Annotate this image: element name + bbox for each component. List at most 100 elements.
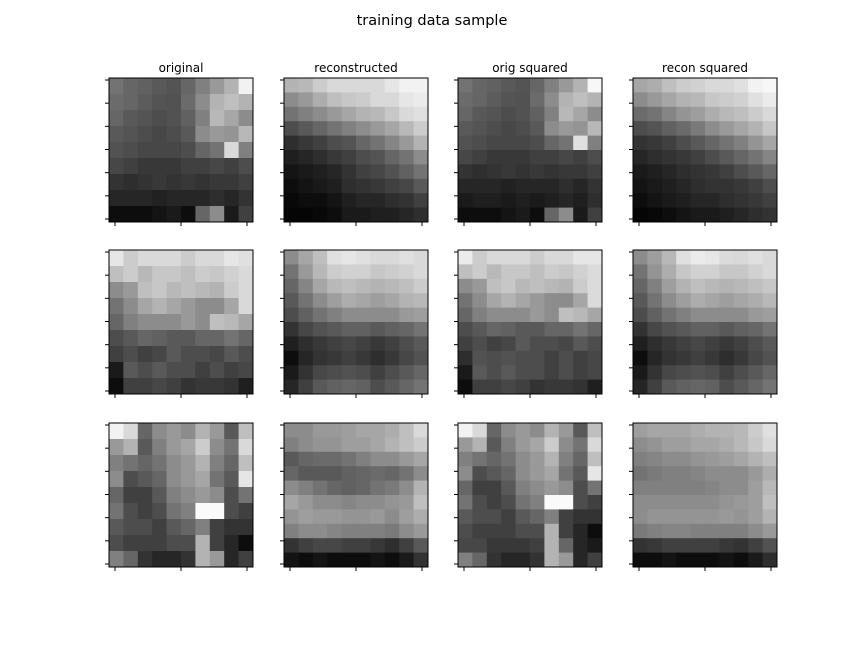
heatmap-cell (633, 92, 648, 108)
heatmap-cell (181, 158, 196, 175)
heatmap-cell (762, 480, 778, 496)
heatmap-cell (676, 106, 691, 122)
heatmap-cell (472, 495, 488, 510)
heatmap-cell (123, 378, 139, 395)
heatmap-cell (633, 307, 648, 323)
heatmap-cell (486, 135, 502, 151)
heatmap-cell (181, 78, 196, 95)
heatmap-cell (501, 437, 516, 453)
heatmap-cell (152, 282, 167, 299)
heatmap-cell (284, 509, 299, 525)
heatmap-cell (733, 379, 749, 395)
heatmap-cell (181, 423, 196, 440)
heatmap-cell (515, 278, 531, 294)
heatmap-cell (284, 538, 299, 553)
heatmap-cell (748, 379, 763, 395)
heatmap-cell (298, 350, 314, 366)
heatmap-cell (558, 480, 574, 496)
heatmap-cell (486, 379, 502, 395)
heatmap-cell (558, 278, 574, 294)
heatmap-cell (558, 538, 574, 553)
heatmap-cell (224, 378, 239, 395)
heatmap-cell (472, 278, 488, 294)
heatmap-cell (501, 480, 516, 496)
heatmap-cell (413, 552, 429, 568)
heatmap-cell (544, 78, 560, 93)
heatmap-cell (123, 250, 139, 267)
heatmap-cell (501, 150, 516, 165)
heatmap-cell (238, 126, 254, 143)
heatmap-cell (544, 480, 560, 496)
heatmap-cell (284, 207, 299, 223)
heatmap-cell (109, 439, 124, 456)
heatmap-cell (195, 206, 211, 223)
heatmap-cell (298, 264, 314, 280)
heatmap-cell (384, 437, 400, 453)
heatmap-cell (166, 282, 182, 299)
heatmap-cell (587, 480, 603, 496)
heatmap-cell (472, 451, 488, 467)
heatmap-cell (224, 142, 239, 159)
heatmap-cell (472, 509, 488, 525)
heatmap-cell (573, 106, 588, 122)
heatmap-cell (238, 519, 254, 536)
heatmap-cell (356, 135, 371, 151)
heatmap-cell (224, 535, 239, 552)
heatmap-cell (676, 509, 691, 525)
heatmap-cell (558, 106, 574, 122)
heatmap-cell (661, 437, 677, 453)
heatmap-cell (530, 293, 545, 308)
heatmap-cell (109, 110, 124, 127)
heatmap-cell (501, 538, 516, 553)
heatmap-cell (166, 423, 182, 440)
heatmap-cell (413, 193, 429, 208)
heatmap-cell (705, 78, 720, 93)
heatmap-cell (298, 106, 314, 122)
heatmap-cell (458, 264, 473, 280)
heatmap-cell (690, 207, 706, 223)
heatmap-cell (515, 423, 531, 438)
heatmap-cell (633, 135, 648, 151)
heatmap-cell (705, 495, 720, 510)
heatmap-cell (633, 193, 648, 208)
heatmap-cell (413, 466, 429, 481)
heatmap-cell (195, 126, 211, 143)
heatmap-cell (633, 264, 648, 280)
heatmap-panel (280, 249, 429, 398)
heatmap-cell (384, 106, 400, 122)
heatmap-cell (195, 174, 211, 191)
heatmap-cell (501, 164, 516, 180)
heatmap-cell (748, 293, 763, 308)
heatmap-cell (515, 193, 531, 208)
heatmap-cell (327, 135, 342, 151)
heatmap-cell (458, 322, 473, 337)
heatmap-cell (486, 365, 502, 380)
column-titles: original reconstructed orig squared recon s… (159, 61, 748, 75)
heatmap-cell (501, 466, 516, 481)
heatmap-panel (105, 249, 254, 398)
heatmap-cell (486, 178, 502, 194)
heatmap-cell (384, 466, 400, 481)
heatmap-cell (719, 336, 735, 352)
heatmap-cell (748, 78, 763, 93)
heatmap-cell (312, 466, 328, 481)
heatmap-cell (152, 503, 167, 520)
heatmap-cell (341, 135, 357, 151)
heatmap-cell (123, 142, 139, 159)
heatmap-cell (298, 164, 314, 180)
heatmap-cell (587, 379, 603, 395)
heatmap-cell (530, 135, 545, 151)
heatmap-cell (515, 307, 531, 323)
heatmap-cell (544, 322, 560, 337)
heatmap-cell (676, 264, 691, 280)
heatmap-cell (544, 538, 560, 553)
heatmap-cell (341, 121, 357, 136)
heatmap-cell (195, 378, 211, 395)
heatmap-cell (384, 336, 400, 352)
heatmap-cell (558, 423, 574, 438)
heatmap-cell (486, 552, 502, 568)
heatmap-cell (558, 495, 574, 510)
heatmap-cell (384, 264, 400, 280)
heatmap-cell (123, 362, 139, 379)
heatmap-cell (472, 250, 488, 265)
